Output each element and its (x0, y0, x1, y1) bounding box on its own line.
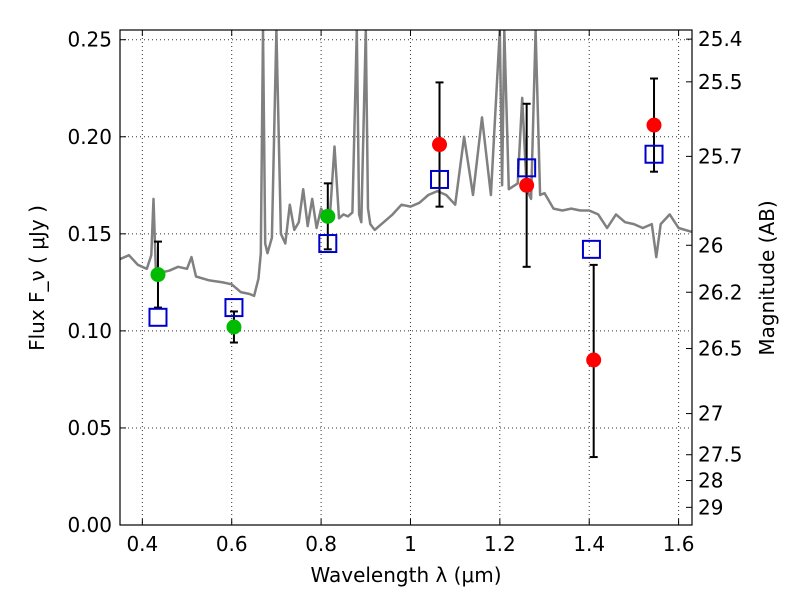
data-point (519, 177, 535, 193)
axis-ticks: 0.4 0.6 0.8 1 1.2 1.4 1.6 0.00 0.05 0.10 0.15 0.20 0… (67, 27, 742, 556)
data-point (320, 208, 336, 224)
y-tick-label: 0.15 (67, 222, 112, 246)
x-tick-label: 1.4 (573, 532, 605, 556)
y2-tick-label: 26.5 (698, 337, 743, 361)
data-point (150, 267, 166, 283)
data-point (586, 352, 602, 368)
y2-tick-label: 27.5 (698, 443, 743, 467)
model-point (644, 144, 664, 164)
y-tick-label: 0.20 (67, 125, 112, 149)
y2-tick-label: 27 (698, 402, 723, 426)
x-axis-label: Wavelength λ (μm) (310, 563, 501, 587)
plot-background (120, 30, 692, 525)
x-tick-label: 1.6 (663, 532, 695, 556)
y-tick-label: 0.25 (67, 28, 112, 52)
y-tick-label: 0.05 (67, 416, 112, 440)
y2-tick-label: 26.2 (698, 280, 743, 304)
model-point (581, 239, 601, 259)
data-point (646, 117, 662, 133)
y-axis-label: Flux F_ν ( μJy ) (25, 205, 49, 351)
y2-tick-label: 28 (698, 469, 723, 493)
y2-tick-label: 29 (698, 495, 723, 519)
points-layer (148, 77, 664, 459)
spectrum-line (120, 30, 692, 298)
x-tick-label: 1 (404, 532, 417, 556)
y2-tick-label: 25.5 (698, 70, 743, 94)
y2-tick-label: 25.4 (698, 27, 743, 51)
model-point (318, 234, 338, 254)
y2-axis-label: Magnitude (AB) (755, 200, 779, 355)
x-tick-label: 0.8 (305, 532, 337, 556)
data-point (226, 319, 242, 335)
x-tick-label: 1.2 (484, 532, 516, 556)
data-point (432, 137, 448, 153)
model-point (224, 298, 244, 318)
model-point (148, 307, 168, 327)
data-layer (120, 30, 692, 298)
model-point (430, 169, 450, 189)
y2-tick-label: 26 (698, 233, 723, 257)
plot-frame (119, 29, 693, 526)
x-tick-label: 0.6 (216, 532, 248, 556)
y-tick-label: 0.00 (67, 513, 112, 537)
x-tick-label: 0.4 (126, 532, 158, 556)
model-point (517, 158, 537, 178)
y2-tick-label: 25.7 (698, 144, 743, 168)
y-tick-label: 0.10 (67, 319, 112, 343)
